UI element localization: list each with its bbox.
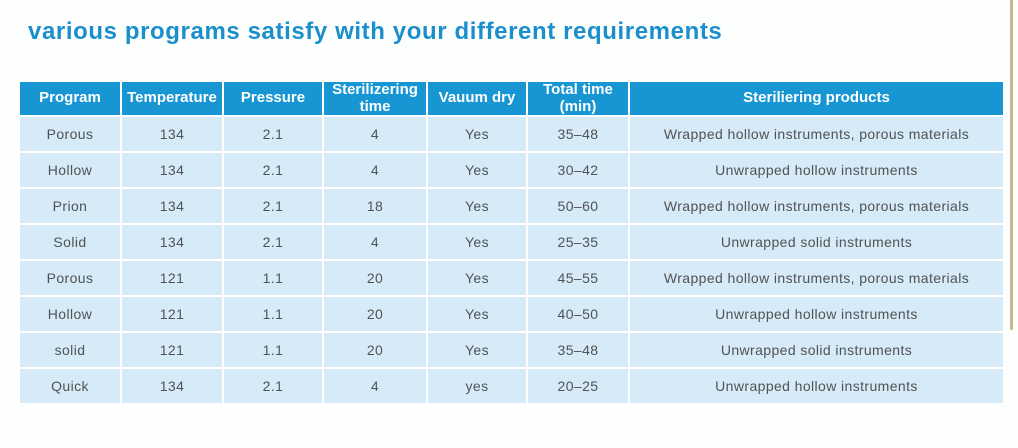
cell-total-time: 25–35 xyxy=(528,225,628,259)
cell-sterilizing-time: 4 xyxy=(324,225,426,259)
cell-total-time: 30–42 xyxy=(528,153,628,187)
page-edge-decoration xyxy=(1010,0,1013,330)
cell-total-time: 50–60 xyxy=(528,189,628,223)
table-row: Porous 121 1.1 20 Yes 45–55 Wrapped hollow ins… xyxy=(20,261,1003,295)
cell-pressure: 2.1 xyxy=(224,369,322,403)
column-header-vacuum-dry: Vauum dry xyxy=(428,82,526,115)
cell-sterilizing-time: 20 xyxy=(324,297,426,331)
cell-vacuum-dry: Yes xyxy=(428,261,526,295)
column-header-total-time: Total time (min) xyxy=(528,82,628,115)
table-row: Solid 134 2.1 4 Yes 25–35 Unwrapped solid inst… xyxy=(20,225,1003,259)
cell-pressure: 2.1 xyxy=(224,225,322,259)
cell-temperature: 121 xyxy=(122,333,222,367)
cell-sterilizing-time: 4 xyxy=(324,153,426,187)
cell-sterilizing-products: Wrapped hollow instruments, porous mater… xyxy=(630,117,1003,151)
cell-sterilizing-products: Wrapped hollow instruments, porous mater… xyxy=(630,189,1003,223)
table-row: solid 121 1.1 20 Yes 35–48 Unwrapped solid ins… xyxy=(20,333,1003,367)
cell-vacuum-dry: Yes xyxy=(428,333,526,367)
cell-pressure: 1.1 xyxy=(224,297,322,331)
table-header-row: Program Temperature Pressure Sterilizering … xyxy=(20,82,1003,115)
cell-sterilizing-products: Wrapped hollow instruments, porous mater… xyxy=(630,261,1003,295)
table-row: Quick 134 2.1 4 yes 20–25 Unwrapped hollow ins… xyxy=(20,369,1003,403)
cell-total-time: 40–50 xyxy=(528,297,628,331)
cell-pressure: 1.1 xyxy=(224,261,322,295)
column-header-program: Program xyxy=(20,82,120,115)
cell-sterilizing-time: 20 xyxy=(324,261,426,295)
cell-temperature: 134 xyxy=(122,369,222,403)
cell-sterilizing-products: Unwrapped hollow instruments xyxy=(630,369,1003,403)
cell-sterilizing-time: 4 xyxy=(324,117,426,151)
cell-vacuum-dry: yes xyxy=(428,369,526,403)
table-row: Porous 134 2.1 4 Yes 35–48 Wrapped hollow inst… xyxy=(20,117,1003,151)
cell-program: Hollow xyxy=(20,153,120,187)
cell-temperature: 121 xyxy=(122,297,222,331)
sterilization-programs-table: Program Temperature Pressure Sterilizering … xyxy=(18,80,1005,405)
cell-pressure: 2.1 xyxy=(224,153,322,187)
cell-vacuum-dry: Yes xyxy=(428,225,526,259)
cell-temperature: 134 xyxy=(122,225,222,259)
cell-sterilizing-time: 4 xyxy=(324,369,426,403)
cell-total-time: 20–25 xyxy=(528,369,628,403)
cell-sterilizing-products: Unwrapped solid instruments xyxy=(630,333,1003,367)
cell-temperature: 134 xyxy=(122,189,222,223)
cell-temperature: 134 xyxy=(122,153,222,187)
cell-pressure: 2.1 xyxy=(224,117,322,151)
cell-sterilizing-products: Unwrapped hollow instruments xyxy=(630,297,1003,331)
cell-program: Quick xyxy=(20,369,120,403)
table-row: Prion 134 2.1 18 Yes 50–60 Wrapped hollow inst… xyxy=(20,189,1003,223)
cell-total-time: 45–55 xyxy=(528,261,628,295)
cell-program: solid xyxy=(20,333,120,367)
cell-program: Porous xyxy=(20,261,120,295)
column-header-sterilizing-products: Steriliering products xyxy=(630,82,1003,115)
cell-vacuum-dry: Yes xyxy=(428,153,526,187)
cell-total-time: 35–48 xyxy=(528,333,628,367)
cell-pressure: 2.1 xyxy=(224,189,322,223)
cell-total-time: 35–48 xyxy=(528,117,628,151)
table-row: Hollow 121 1.1 20 Yes 40–50 Unwrapped hollow i… xyxy=(20,297,1003,331)
cell-pressure: 1.1 xyxy=(224,333,322,367)
column-header-pressure: Pressure xyxy=(224,82,322,115)
cell-sterilizing-time: 20 xyxy=(324,333,426,367)
cell-vacuum-dry: Yes xyxy=(428,117,526,151)
cell-temperature: 134 xyxy=(122,117,222,151)
cell-program: Prion xyxy=(20,189,120,223)
cell-sterilizing-products: Unwrapped hollow instruments xyxy=(630,153,1003,187)
cell-vacuum-dry: Yes xyxy=(428,189,526,223)
cell-temperature: 121 xyxy=(122,261,222,295)
cell-sterilizing-products: Unwrapped solid instruments xyxy=(630,225,1003,259)
table-row: Hollow 134 2.1 4 Yes 30–42 Unwrapped hollow in… xyxy=(20,153,1003,187)
column-header-temperature: Temperature xyxy=(122,82,222,115)
cell-vacuum-dry: Yes xyxy=(428,297,526,331)
cell-sterilizing-time: 18 xyxy=(324,189,426,223)
cell-program: Hollow xyxy=(20,297,120,331)
cell-program: Porous xyxy=(20,117,120,151)
column-header-sterilizing-time: Sterilizering time xyxy=(324,82,426,115)
cell-program: Solid xyxy=(20,225,120,259)
page-title: various programs satisfy with your diffe… xyxy=(28,18,723,45)
